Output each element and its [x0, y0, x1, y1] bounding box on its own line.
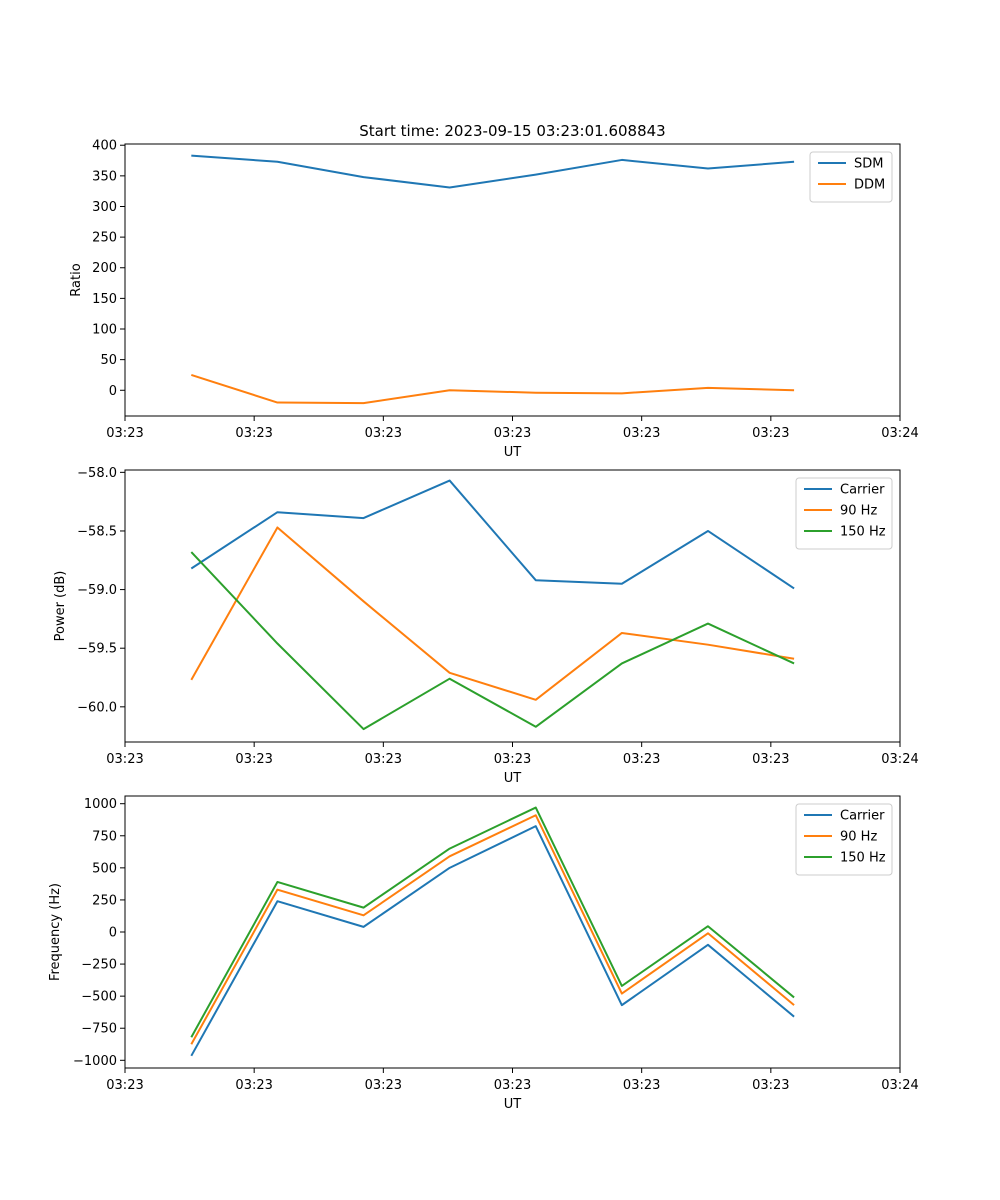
legend-box — [809, 151, 893, 203]
y-axis-label: Ratio — [69, 263, 84, 296]
x-tick-label: 03:23 — [752, 752, 789, 767]
y-tick-label: 100 — [92, 323, 117, 338]
y-axis-label: Frequency (Hz) — [48, 883, 63, 981]
y-tick-label: −59.0 — [77, 583, 117, 598]
series-line-90-hz — [190, 526, 795, 701]
x-tick-label: 03:24 — [881, 1078, 918, 1093]
y-tick-label: 200 — [92, 261, 117, 276]
y-tick-label: −58.0 — [77, 466, 117, 481]
y-tick-label: 1000 — [84, 797, 117, 812]
y-tick-label: −750 — [81, 1022, 117, 1037]
legend-label: 150 Hz — [840, 851, 886, 866]
legend: Carrier 90 Hz 150 Hz — [795, 477, 893, 550]
y-tick-label: 300 — [92, 200, 117, 215]
chart-panel-3: 03:23 03:23 03:23 03:23 03:23 03:23 03:24 −1000… — [48, 795, 919, 1112]
legend: Carrier 90 Hz 150 Hz — [795, 803, 893, 876]
y-axis-label: Power (dB) — [53, 571, 68, 642]
y-tick-label: −250 — [81, 958, 117, 973]
series-line-150-hz — [190, 551, 795, 731]
x-tick-label: 03:23 — [235, 1078, 272, 1093]
figure-title: Start time: 2023-09-15 03:23:01.608843 — [359, 122, 665, 140]
y-tick-label: 0 — [109, 926, 117, 941]
y-tick-label: 0 — [109, 384, 117, 399]
legend-label: Carrier — [840, 809, 885, 824]
x-tick-label: 03:23 — [106, 1078, 143, 1093]
x-tick-label: 03:23 — [106, 752, 143, 767]
y-tick-label: 250 — [92, 231, 117, 246]
y-tick-label: −1000 — [73, 1054, 117, 1069]
y-tick-label: −60.0 — [77, 700, 117, 715]
x-tick-label: 03:23 — [752, 426, 789, 441]
legend-label: Carrier — [840, 483, 885, 498]
x-axis-label: UT — [504, 771, 522, 786]
y-tick-label: −59.5 — [77, 642, 117, 657]
x-axis-label: UT — [504, 445, 522, 460]
legend-label: 90 Hz — [840, 504, 877, 519]
x-tick-label: 03:23 — [623, 426, 660, 441]
x-tick-label: 03:23 — [752, 1078, 789, 1093]
legend: SDM DDM — [809, 151, 893, 203]
legend-label: 150 Hz — [840, 525, 886, 540]
series-line-sdm — [191, 154, 795, 189]
y-tick-label: −58.5 — [77, 524, 117, 539]
legend-label: SDM — [854, 157, 883, 172]
legend-label: 90 Hz — [840, 830, 877, 845]
y-tick-label: 350 — [92, 169, 117, 184]
x-tick-label: 03:23 — [235, 426, 272, 441]
series-line-90-hz — [190, 814, 795, 1045]
x-tick-label: 03:24 — [881, 426, 918, 441]
x-tick-label: 03:23 — [365, 752, 402, 767]
series-line-carrier — [190, 479, 795, 590]
x-axis-label: UT — [504, 1097, 522, 1112]
y-tick-label: 150 — [92, 292, 117, 307]
y-tick-label: 50 — [100, 353, 117, 368]
x-tick-label: 03:23 — [494, 752, 531, 767]
y-tick-label: −500 — [81, 990, 117, 1005]
x-tick-label: 03:23 — [494, 426, 531, 441]
x-tick-label: 03:23 — [623, 752, 660, 767]
y-tick-label: 400 — [92, 139, 117, 154]
y-tick-label: 500 — [92, 861, 117, 876]
x-tick-label: 03:23 — [494, 1078, 531, 1093]
legend-label: DDM — [854, 178, 885, 193]
series-line-150-hz — [190, 806, 795, 1038]
x-tick-label: 03:23 — [623, 1078, 660, 1093]
series-line-ddm — [191, 373, 795, 405]
x-tick-label: 03:23 — [365, 426, 402, 441]
y-tick-label: 750 — [92, 829, 117, 844]
chart-panel-2: 03:23 03:23 03:23 03:23 03:23 03:23 03:24 −60.0… — [53, 466, 919, 786]
y-tick-label: 250 — [92, 893, 117, 908]
x-tick-label: 03:23 — [235, 752, 272, 767]
x-tick-label: 03:23 — [365, 1078, 402, 1093]
chart-panel-1: 03:23 03:23 03:23 03:23 03:23 03:23 03:24 0 50 10… — [69, 139, 919, 460]
x-tick-label: 03:23 — [106, 426, 143, 441]
series-line-carrier — [190, 825, 795, 1057]
x-tick-label: 03:24 — [881, 752, 918, 767]
